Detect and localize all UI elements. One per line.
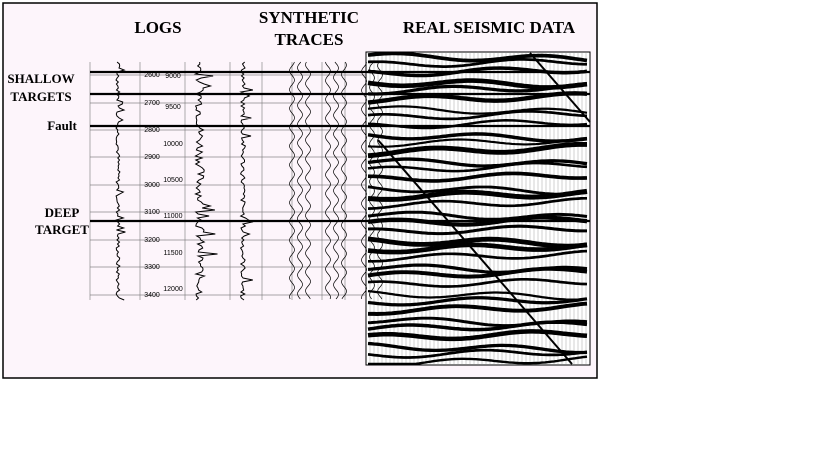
- fault-label: Fault: [47, 118, 77, 133]
- synthetic-title: SYNTHETIC: [259, 8, 359, 27]
- seismic-event: [367, 188, 588, 202]
- depth-label: 3200: [144, 237, 160, 244]
- synthetic-trace: [369, 61, 375, 300]
- synthetic-trace: [377, 61, 383, 300]
- depth-label: 10000: [163, 141, 183, 148]
- deep-label: DEEP: [45, 205, 80, 220]
- shallow-label: TARGETS: [10, 89, 71, 104]
- synthetic-trace: [289, 61, 295, 300]
- seismic-event: [367, 341, 588, 355]
- synthetic-trace: [333, 61, 339, 300]
- seismic-event: [367, 301, 588, 316]
- seismic-event: [367, 157, 588, 168]
- log-curve: [193, 61, 218, 301]
- seismic-event: [367, 277, 588, 288]
- depth-label: 2600: [144, 72, 160, 79]
- seismic-event: [367, 51, 588, 63]
- depth-label: 3100: [144, 209, 160, 216]
- synthetic-trace: [325, 61, 331, 300]
- depth-label: 2900: [144, 154, 160, 161]
- depth-label: 9000: [165, 73, 181, 80]
- depth-label: 11500: [164, 250, 183, 257]
- seismic-event: [367, 329, 588, 342]
- log-traces: 2600 2700 2800 2900 3000 3100 3200 3300 3400 9000…: [89, 61, 383, 301]
- deep-label: TARGET: [35, 222, 89, 237]
- depth-label: 3300: [144, 264, 160, 271]
- logs-title: LOGS: [134, 18, 181, 37]
- seismic-event: [367, 171, 588, 183]
- depth-label: 10500: [163, 177, 183, 184]
- seismic-event: [367, 289, 588, 301]
- seismic-event: [367, 266, 588, 279]
- seismic-event: [367, 161, 588, 173]
- seismic-event: [367, 320, 588, 332]
- seismic-title: REAL SEISMIC DATA: [403, 18, 576, 37]
- synthetic-trace: [305, 61, 311, 300]
- seismic-event: [367, 110, 588, 121]
- synthetic-trace: [341, 61, 347, 300]
- log-curve: [239, 61, 254, 301]
- seismic-event: [367, 236, 588, 249]
- seismic-event: [367, 105, 588, 115]
- seismic-event: [367, 132, 588, 143]
- seismic-event: [367, 82, 588, 96]
- seismic-wiggles: [367, 51, 591, 366]
- depth-label: 3000: [144, 182, 160, 189]
- seismic-event: [367, 296, 588, 307]
- depth-label: 3400: [144, 292, 160, 299]
- synthetic-title: TRACES: [275, 30, 344, 49]
- seismic-event: [367, 348, 588, 359]
- seismic-event: [367, 210, 588, 221]
- synthetic-trace: [297, 61, 303, 300]
- depth-label: 2700: [144, 100, 160, 107]
- synthetic-trace: [361, 61, 367, 300]
- log-curve: [115, 61, 126, 301]
- seismic-event: [367, 242, 588, 255]
- seismic-event: [367, 141, 587, 159]
- seismic-event: [367, 136, 588, 148]
- seismic-event: [367, 224, 587, 236]
- depth-label: 9500: [165, 104, 181, 111]
- seismic-event: [367, 196, 587, 210]
- shallow-label: SHALLOW: [7, 71, 74, 86]
- seismic-event: [368, 355, 588, 366]
- fault-line: [377, 139, 573, 365]
- depth-label: 2800: [144, 127, 160, 134]
- seismic-event: [367, 58, 588, 68]
- depth-label: 11000: [164, 213, 183, 220]
- depth-label: 12000: [163, 286, 183, 293]
- fault-line: [529, 52, 591, 123]
